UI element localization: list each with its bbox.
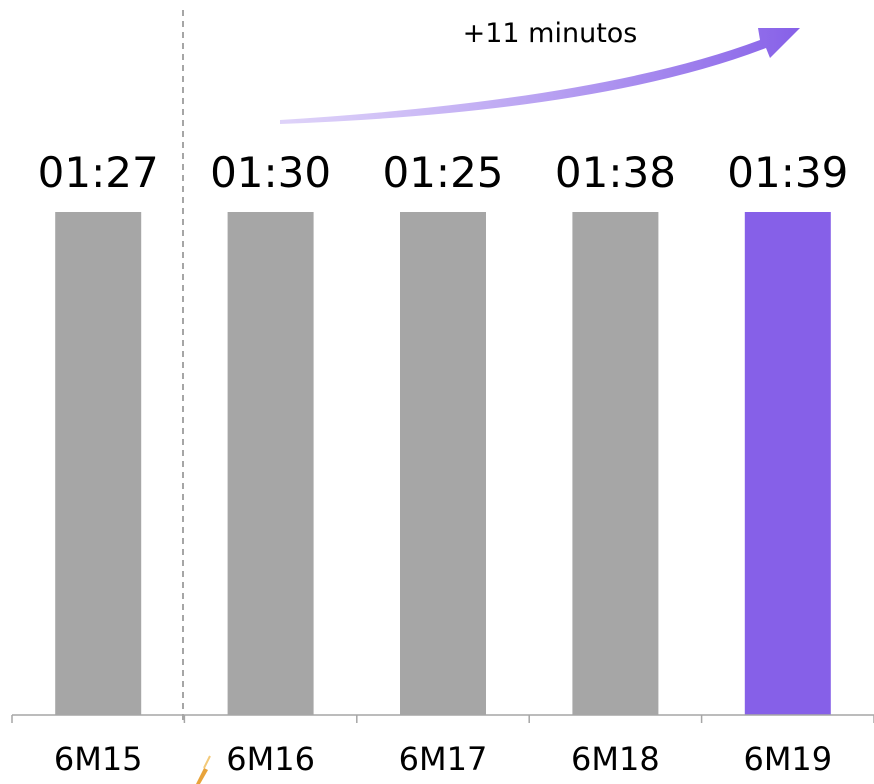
category-labels-group: 6M15 6M16 6M17 6M18 6M19 [54,740,832,778]
bar-6m15 [55,212,142,715]
bar-6m17 [400,212,486,715]
value-label-6m15: 01:27 [38,148,159,197]
bars-group [55,212,831,715]
value-label-6m17: 01:25 [382,148,503,197]
cursor-icon [196,755,211,784]
category-label-6m18: 6M18 [571,740,660,778]
bar-6m16 [227,212,314,715]
trend-annotation: +11 minutos [463,18,638,49]
category-label-6m19: 6M19 [743,740,832,778]
value-label-6m19: 01:39 [727,148,848,197]
value-label-6m18: 01:38 [555,148,676,197]
category-label-6m17: 6M17 [399,740,488,778]
bar-6m18 [572,212,659,715]
category-label-6m15: 6M15 [54,740,143,778]
value-label-6m16: 01:30 [210,148,331,197]
value-labels-group: 01:27 01:30 01:25 01:38 01:39 [38,148,849,197]
bar-6m19 [744,212,831,715]
x-axis-ticks [11,715,874,723]
category-label-6m16: 6M16 [226,740,315,778]
